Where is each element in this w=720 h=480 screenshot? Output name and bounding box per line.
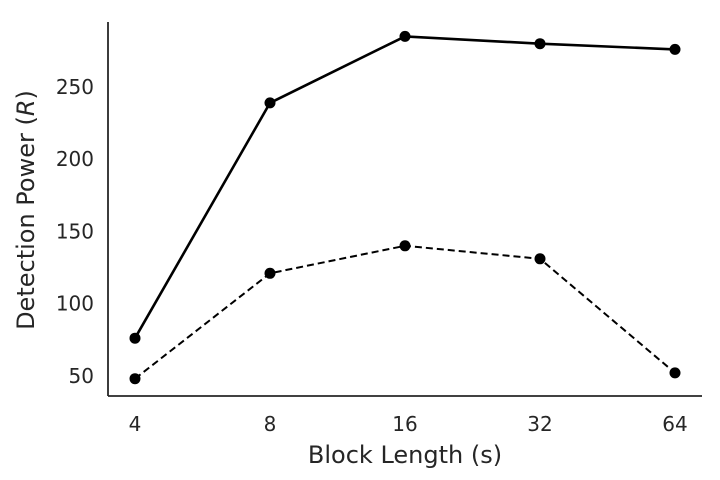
data-point-solid-4 [669, 43, 681, 55]
y-tick-labels: 50 100 150 200 250 [56, 75, 94, 388]
y-axis-label-prefix: Detection Power ( [12, 116, 40, 330]
x-tick-label: 64 [662, 412, 687, 436]
data-point-dashed-4 [669, 367, 681, 379]
x-tick-label: 8 [264, 412, 277, 436]
data-point-solid-3 [534, 38, 546, 50]
y-axis-label-suffix: ) [12, 90, 40, 99]
series-line-solid [133, 35, 676, 339]
data-point-dashed-3 [534, 253, 546, 265]
series-line-dashed [134, 244, 676, 380]
x-axis-label: Block Length (s) [308, 441, 502, 469]
data-point-solid-0 [129, 332, 141, 344]
data-point-solid-2 [399, 30, 411, 42]
y-tick-label: 50 [69, 364, 94, 388]
y-axis-label: Detection Power (R) [12, 90, 40, 330]
data-point-dashed-0 [129, 373, 141, 385]
x-tick-label: 16 [392, 412, 417, 436]
data-point-dashed-2 [399, 240, 411, 252]
data-point-solid-1 [264, 97, 276, 109]
y-tick-label: 250 [56, 75, 94, 99]
x-tick-label: 32 [527, 412, 552, 436]
x-tick-label: 4 [129, 412, 142, 436]
y-axis-label-symbol: R [12, 99, 40, 116]
x-tick-labels: 4 8 16 32 64 [129, 412, 688, 436]
y-tick-label: 150 [56, 219, 94, 243]
y-tick-label: 100 [56, 292, 94, 316]
data-point-dashed-1 [264, 267, 276, 279]
y-tick-label: 200 [56, 147, 94, 171]
series-layer [129, 30, 681, 385]
